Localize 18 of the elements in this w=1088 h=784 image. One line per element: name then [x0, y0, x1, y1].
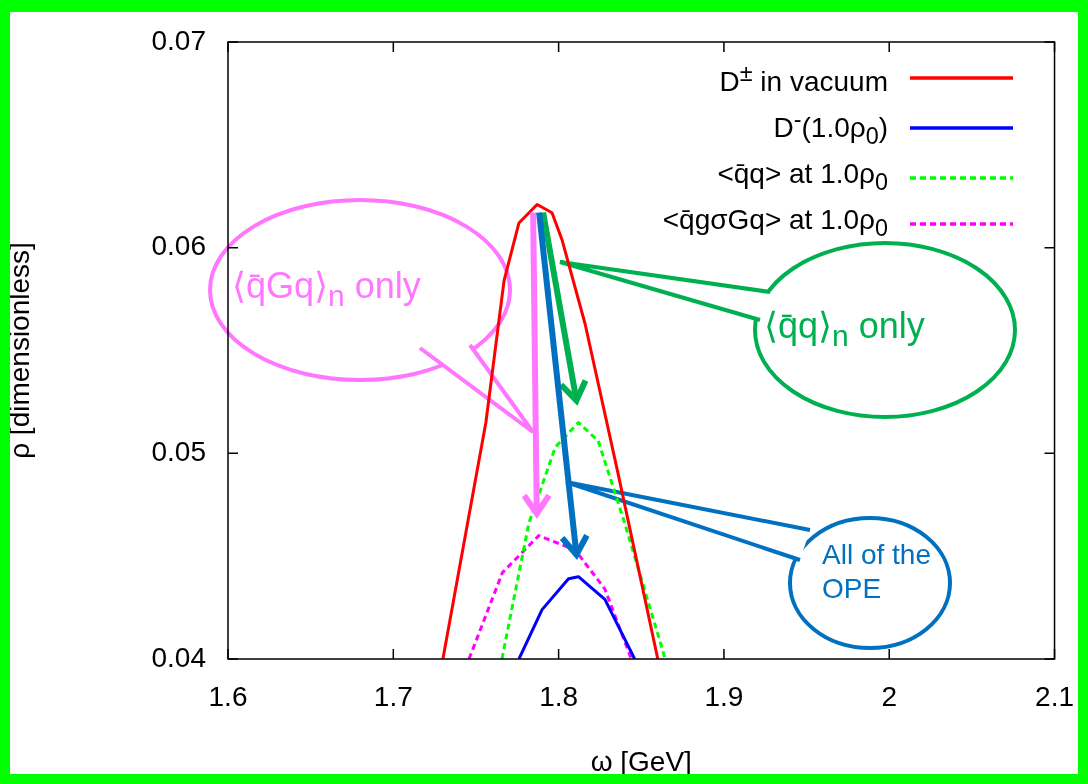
x-tick-label: 1.9 — [704, 680, 744, 712]
legend-label: <q̄gσGq> at 1.0ρ$_{0}$ — [662, 203, 888, 243]
annotation: ⟨q̄q⟩$_{n}$ only — [764, 305, 925, 354]
annotation: ⟨q̄Gq⟩$_{n}$ only — [232, 265, 421, 314]
legend-label: D$^{-}$(1.0ρ$_{0}$) — [773, 104, 888, 151]
y-tick-label: 0.06 — [151, 230, 206, 262]
x-tick-label: 1.6 — [208, 680, 248, 712]
x-tick-label: 2.1 — [1035, 680, 1075, 712]
x-tick-label: 2 — [881, 680, 898, 712]
annotation: All of the OPE — [822, 538, 932, 606]
legend-label: D$^{±}$ in vacuum — [719, 59, 888, 100]
y-tick-label: 0.05 — [151, 436, 206, 468]
x-tick-label: 1.7 — [373, 680, 413, 712]
y-axis-title: ρ [dimensionless] — [3, 242, 35, 459]
y-tick-label: 0.07 — [151, 24, 206, 56]
legend-label: <q̄q> at 1.0ρ$_{0}$ — [717, 157, 888, 197]
y-tick-label: 0.04 — [151, 641, 206, 673]
x-tick-label: 1.8 — [539, 680, 579, 712]
